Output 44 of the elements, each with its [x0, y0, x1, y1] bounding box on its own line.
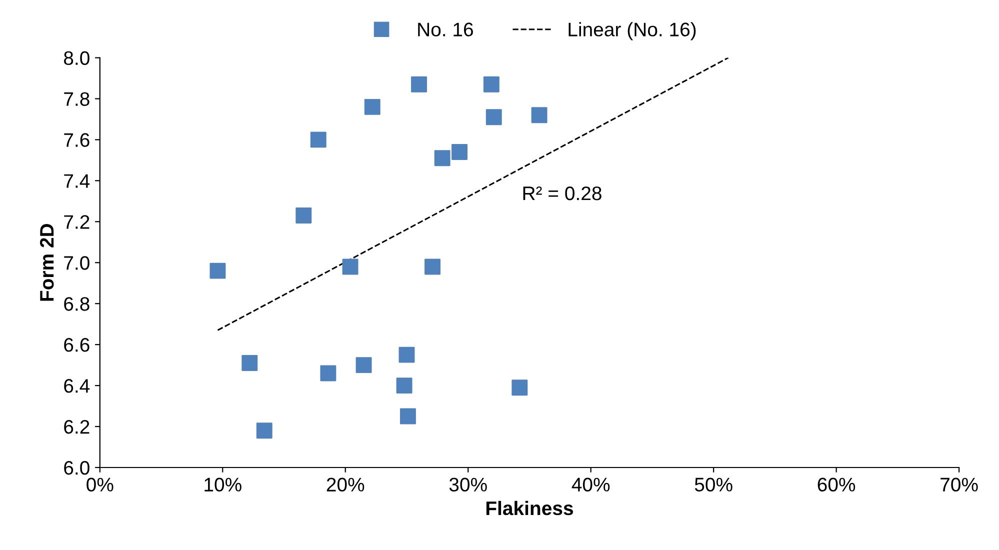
x-tick-label: 40%: [572, 478, 610, 492]
x-axis-title: Flakiness: [486, 500, 573, 516]
point: [400, 408, 416, 424]
point: [364, 98, 380, 115]
point: [210, 262, 226, 279]
x-tick-label: 70%: [940, 478, 978, 492]
y-tick-label: 7.2: [64, 215, 90, 229]
point: [320, 365, 336, 382]
y-tick-label: 6.4: [64, 379, 90, 393]
point: [424, 258, 440, 275]
point: [434, 150, 450, 166]
point: [512, 380, 528, 396]
x-tick-label: 0%: [86, 478, 114, 492]
point: [452, 144, 468, 160]
point: [483, 76, 500, 92]
y-axis-title: Form 2D: [40, 224, 54, 301]
point: [256, 422, 272, 439]
legend-label: No. 16: [418, 22, 473, 36]
x-tick-label: 60%: [818, 478, 856, 492]
y-tick-label: 6.8: [64, 297, 90, 311]
x-tick-label: 10%: [204, 478, 242, 492]
y-tick-label: 6.0: [64, 460, 90, 475]
x-tick-label: 50%: [694, 478, 732, 492]
point: [398, 346, 415, 363]
point: [411, 76, 427, 92]
point: [531, 107, 548, 124]
legend-label: Linear (No. 16): [568, 22, 696, 40]
point: [296, 208, 312, 224]
point: [356, 357, 372, 374]
y-tick-label: 7.4: [64, 174, 90, 188]
y-tick-label: 6.2: [64, 420, 90, 434]
y-tick-label: 8.0: [64, 51, 90, 65]
y-tick-label: 7.6: [64, 133, 90, 147]
point: [342, 258, 358, 275]
point: [310, 132, 326, 148]
point: [396, 378, 412, 394]
y-tick-label: 7.8: [64, 92, 90, 106]
y-tick-label: 6.6: [64, 338, 90, 352]
y-tick-label: 7.0: [64, 256, 90, 270]
x-tick-label: 20%: [326, 478, 364, 492]
x-tick-label: 30%: [449, 478, 487, 492]
point: [486, 109, 502, 126]
point: [242, 355, 258, 371]
annotation: R² = 0.28: [523, 186, 602, 200]
